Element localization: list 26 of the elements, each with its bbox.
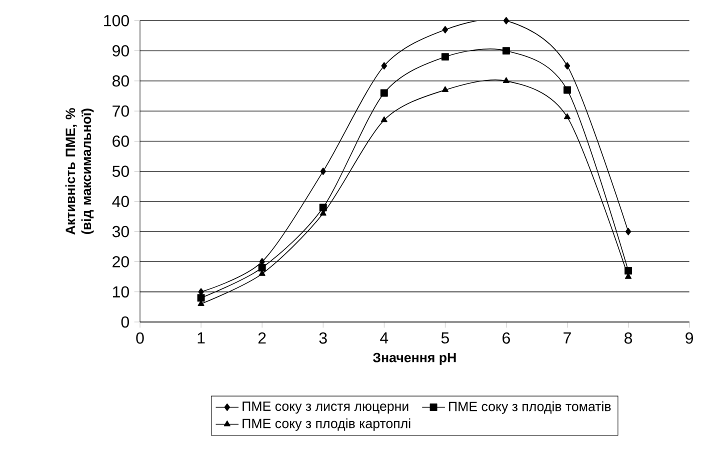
x-tick-label: 0: [136, 332, 144, 344]
x-tick-label: 1: [198, 332, 205, 344]
y-tick-label: 60: [112, 136, 129, 147]
x-tick-label: 8: [624, 332, 632, 344]
y-tick-label: 50: [112, 166, 129, 177]
x-tick-label: 4: [380, 332, 388, 344]
y-tick-label: 100: [104, 15, 129, 26]
y-tick-label: 90: [112, 45, 129, 56]
legend-label: ПМЕ соку з плодів томатів: [449, 401, 611, 414]
y-tick-label: 0: [121, 316, 129, 328]
legend-label: ПМЕ соку з плодів картоплі: [242, 418, 410, 431]
legend-label: ПМЕ соку з листя люцерни: [242, 402, 408, 414]
y-tick-label: 10: [113, 286, 129, 298]
x-tick-label: 5: [441, 332, 449, 344]
x-axis-title: Значення pH: [372, 352, 456, 365]
y-axis-title: Активність ПМЕ, % (від максимальної): [65, 108, 94, 235]
x-tick-label: 3: [319, 332, 327, 344]
x-tick-label: 6: [502, 332, 510, 344]
y-tick-label: 40: [112, 196, 129, 208]
x-tick-label: 9: [686, 332, 693, 344]
x-tick-label: 7: [564, 332, 571, 344]
y-tick-label: 70: [112, 105, 129, 117]
y-tick-label: 30: [112, 226, 129, 238]
x-tick-label: 2: [258, 332, 266, 344]
y-tick-label: 20: [112, 256, 129, 268]
y-tick-label: 80: [112, 75, 129, 87]
